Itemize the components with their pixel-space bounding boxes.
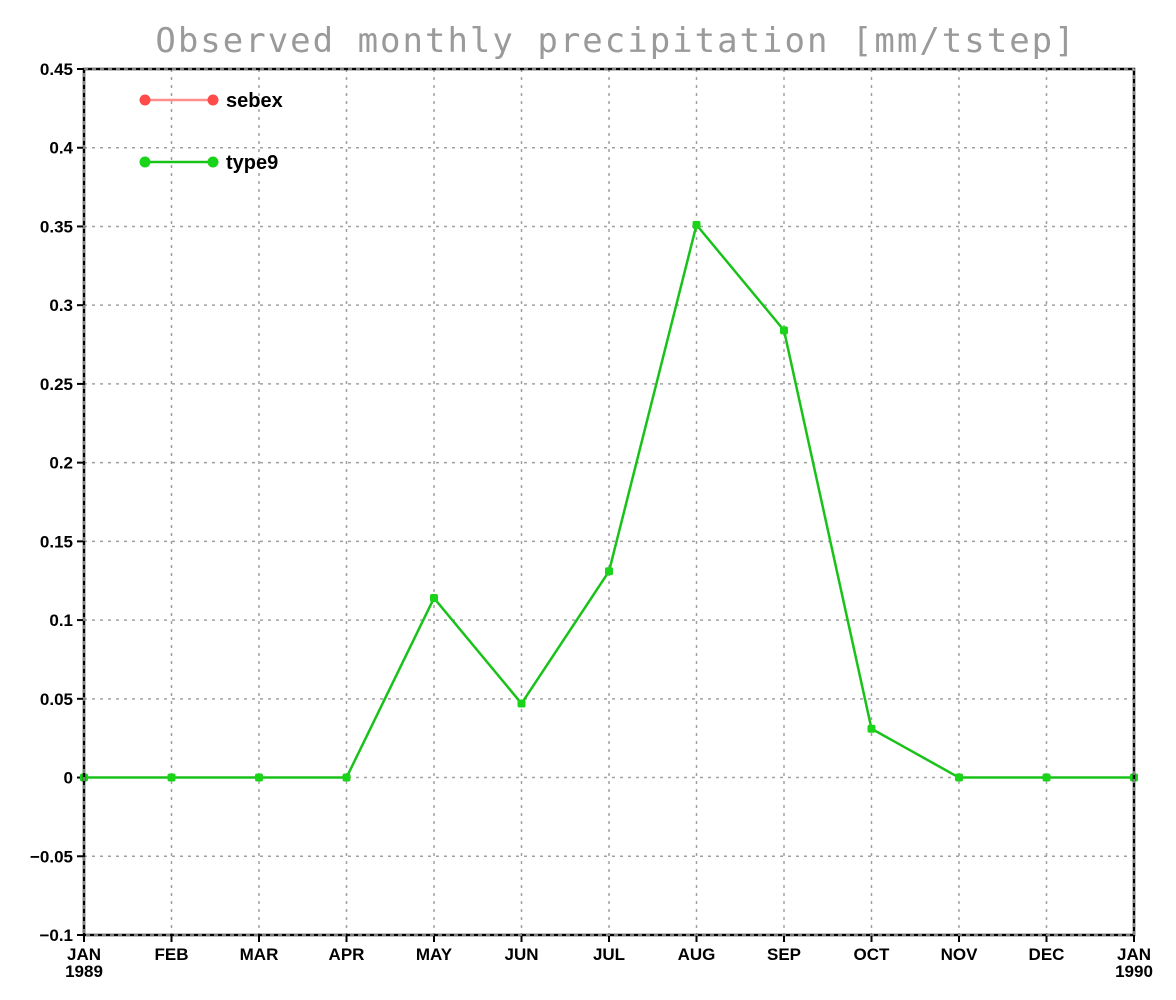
y-tick-label: 0.15 [40,532,73,551]
legend-marker [207,94,219,106]
x-tick-label: APR [329,945,365,964]
legend-entry-type9: type9 [139,152,278,174]
x-tick-year-label: 1990 [1115,962,1153,981]
x-tick-label: FEB [155,945,189,964]
y-tick-label: 0.3 [49,296,73,315]
x-tick-label: AUG [678,945,716,964]
y-tick-label: −0.1 [39,926,73,945]
y-tick-label: 0 [64,769,73,788]
legend-label: type9 [226,152,278,174]
data-point-type9 [955,773,963,782]
y-tick-label: 0.25 [40,375,73,394]
x-tick-label: MAR [240,945,279,964]
data-point-type9 [255,773,263,782]
y-tick-label: 0.05 [40,690,73,709]
y-tick-label: −0.05 [30,847,73,866]
y-tick-label: 0.1 [49,611,73,630]
y-axis-tick-labels: −0.1 −0.05 0 0.05 0.1 0.15 0.2 0.25 0.3 0.35 0.4 0.… [30,60,84,945]
x-tick-label: JUN [504,945,538,964]
x-tick-label: JAN [67,945,101,964]
chart-title: Observed monthly precipitation [mm/tstep… [155,21,1076,61]
legend-marker [139,156,151,168]
y-tick-label: 0.35 [40,217,73,236]
legend-marker [207,156,219,168]
legend-marker [139,94,151,106]
plot-frame-dash [83,68,1135,936]
x-tick-label: MAY [416,945,453,964]
series-type9 [80,220,1138,782]
data-point-type9 [430,594,438,603]
data-point-type9 [692,220,701,229]
x-tick-label: OCT [854,945,891,964]
x-tick-label: JAN [1117,945,1151,964]
x-tick-label: NOV [941,945,979,964]
data-point-type9 [342,773,351,782]
data-point-type9 [605,567,613,576]
legend: sebex type9 [139,90,283,174]
y-tick-label: 0.45 [40,60,73,79]
legend-entry-sebex: sebex [139,90,283,112]
legend-label: sebex [226,90,283,112]
x-tick-year-label: 1989 [65,962,103,981]
series-layer [80,220,1138,782]
grid-lines [84,69,1134,935]
y-tick-label: 0.2 [49,454,73,473]
y-tick-label: 0.4 [49,139,73,158]
data-point-type9 [1042,773,1051,782]
x-tick-label: DEC [1029,945,1065,964]
data-point-type9 [780,326,788,335]
data-point-type9 [167,773,176,782]
data-point-type9 [517,699,526,708]
data-point-type9 [867,724,876,733]
x-tick-label: SEP [767,945,801,964]
x-tick-label: JUL [593,945,625,964]
